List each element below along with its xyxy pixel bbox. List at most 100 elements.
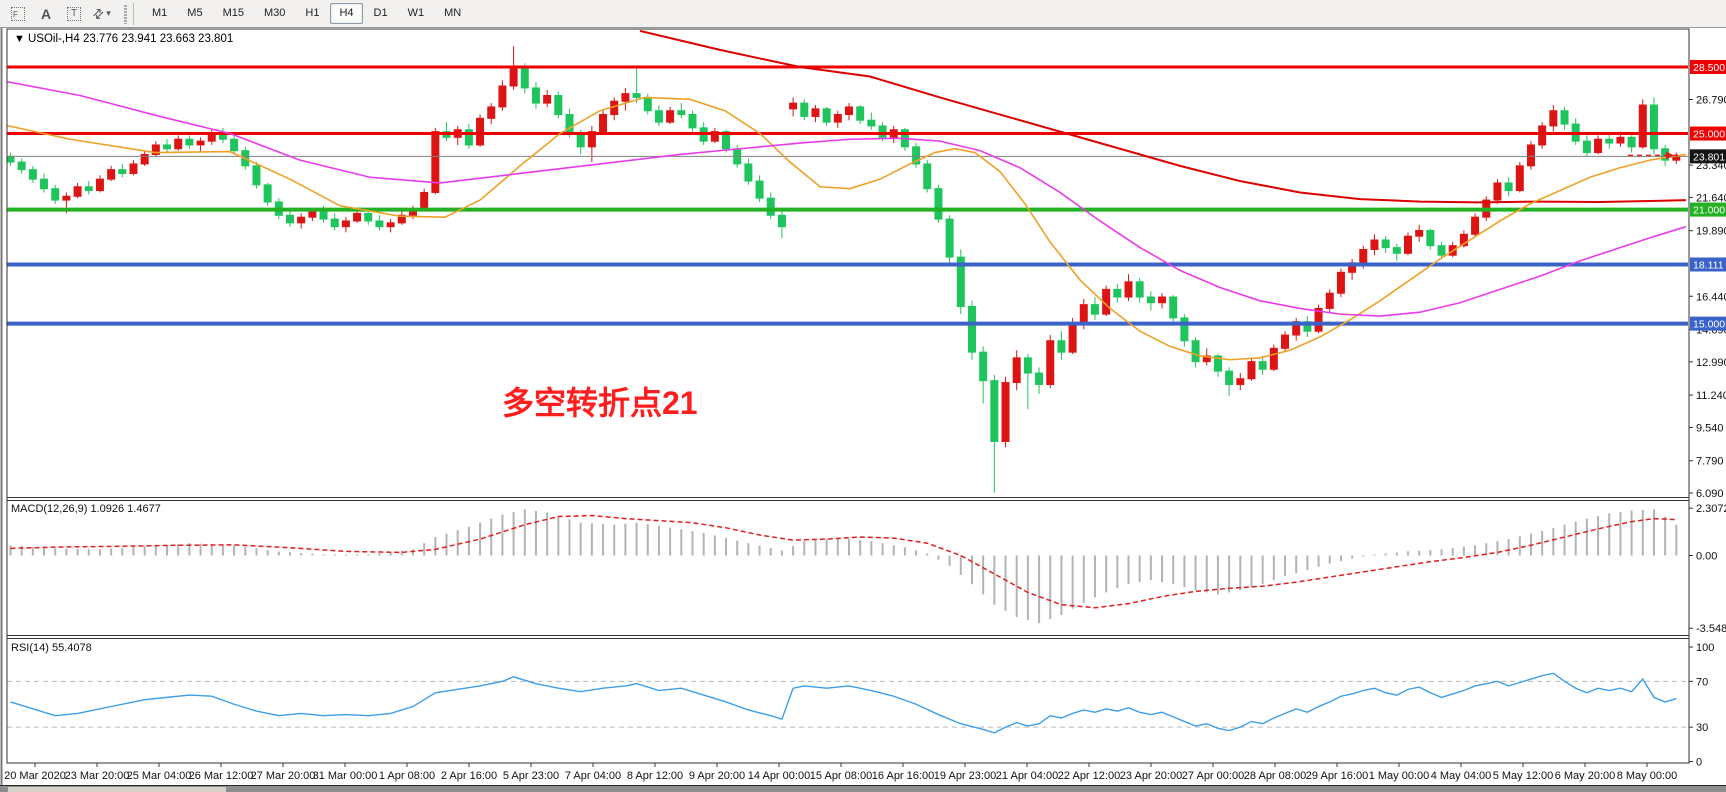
price-level-badge [1690, 202, 1726, 217]
candle [1370, 239, 1379, 250]
symbol-dropdown-icon[interactable]: ▼ [14, 33, 25, 45]
date-axis-label: 8 May 00:00 [1617, 770, 1678, 782]
candle [129, 163, 138, 174]
price-axis-label: 26.790 [1696, 95, 1726, 107]
scrollbar-thumb[interactable] [8, 787, 226, 792]
timeframe-button-m15[interactable]: M15 [222, 7, 244, 19]
price-level-badge-label: 25.000 [1693, 129, 1725, 141]
macd-axis-label: -3.5484 [1696, 623, 1726, 635]
candle [833, 114, 842, 123]
candle [643, 96, 652, 112]
timeframe-button-h1[interactable]: H1 [305, 7, 320, 19]
candle [319, 210, 328, 220]
candle [1616, 136, 1625, 144]
price-axis-label: 9.540 [1696, 422, 1724, 434]
price-level-badge-label: 18.111 [1693, 259, 1724, 271]
date-axis-label: 2 Apr 16:00 [441, 770, 497, 782]
macd-axis-label: 0.00 [1696, 551, 1717, 563]
date-axis-label: 9 Apr 20:00 [689, 770, 745, 782]
rsi-indicator-label: RSI(14) 55.4078 [11, 642, 92, 654]
candle [1314, 307, 1323, 332]
candle [531, 87, 540, 104]
text-annotation-icon[interactable]: A [40, 5, 52, 22]
candle [1526, 144, 1535, 167]
candle [1336, 271, 1345, 294]
date-axis-label: 14 Apr 00:00 [748, 770, 810, 782]
candle [979, 351, 988, 382]
candle [263, 184, 272, 203]
timeframe-button-w1[interactable]: W1 [407, 7, 425, 19]
date-axis-label: 16 Apr 16:00 [872, 770, 934, 782]
macd-axis-label: 2.3072 [1696, 503, 1726, 515]
timeframe-button-mn[interactable]: MN [444, 7, 462, 19]
candle [330, 218, 339, 228]
chart-annotation-text[interactable]: 多空转折点21 [502, 385, 698, 421]
timeframe-button-m5[interactable]: M5 [187, 7, 203, 19]
candle [856, 106, 865, 121]
price-level-badge-label: 23.801 [1693, 151, 1725, 163]
candle [1046, 340, 1055, 385]
text-label-icon[interactable]: T [61, 3, 87, 25]
price-axis-label: 11.240 [1696, 390, 1726, 402]
date-axis-label: 8 Apr 12:00 [627, 770, 683, 782]
candle [163, 144, 172, 150]
candle [632, 93, 641, 98]
candle [1113, 288, 1122, 298]
date-axis-label: 15 Apr 08:00 [810, 770, 872, 782]
candle [688, 114, 697, 129]
rsi-axis-label: 70 [1696, 676, 1708, 688]
timeframe-button-d1[interactable]: D1 [373, 7, 388, 19]
ma-red-line [639, 30, 1687, 204]
price-level-badge-label: 15.000 [1693, 319, 1725, 331]
candle [520, 68, 529, 89]
candle [744, 163, 753, 182]
candle [576, 133, 585, 148]
candle [1594, 138, 1603, 154]
candle [543, 95, 552, 104]
candle [286, 214, 294, 224]
horizontal-scrollbar[interactable] [0, 785, 1726, 792]
candle [1023, 357, 1032, 374]
dropdown-caret-icon[interactable]: ▾ [106, 8, 111, 18]
candle [1437, 245, 1446, 256]
candle [800, 102, 809, 117]
ma-orange-line [7, 96, 1687, 361]
candle [73, 186, 82, 197]
candle [397, 214, 406, 224]
candle [766, 197, 775, 216]
candle [509, 68, 518, 87]
candle [40, 178, 49, 190]
candle [341, 220, 350, 228]
timeframe-button-m1[interactable]: M1 [152, 7, 168, 19]
date-axis-label: 22 Apr 12:00 [1058, 770, 1120, 782]
candle [1124, 281, 1133, 298]
candle [1247, 361, 1256, 380]
candle [375, 220, 384, 228]
chart-plot-area[interactable] [7, 29, 1689, 763]
candle [1180, 317, 1189, 342]
symbol-ohlc-title[interactable]: USOil-,H4 23.776 23.941 23.663 23.801 [28, 33, 233, 45]
candle [1459, 233, 1468, 247]
last-price-arrow-icon [1666, 151, 1674, 160]
candle [1515, 165, 1524, 192]
date-axis-label: 21 Apr 04:00 [996, 770, 1058, 782]
ma-magenta-line [7, 80, 1687, 317]
candle [1269, 347, 1278, 370]
candle [565, 114, 574, 135]
price-axis-label: 21.640 [1696, 192, 1726, 204]
timeframe-button-m30[interactable]: M30 [263, 7, 286, 19]
price-level-badge [1690, 316, 1726, 331]
candle [1471, 216, 1480, 235]
draw-arrows-icon[interactable]: ⇄ ▾ [89, 3, 111, 23]
timeframe-button-h4[interactable]: H4 [330, 3, 363, 24]
date-axis-label: 1 May 00:00 [1369, 770, 1430, 782]
date-axis-label: 5 Apr 23:00 [503, 770, 559, 782]
date-axis-label: 28 Apr 08:00 [1244, 770, 1306, 782]
candle [1090, 304, 1099, 315]
drawing-tools-group: F A T ⇄ ▾ [0, 0, 120, 27]
price-axis-label: 16.440 [1696, 291, 1726, 303]
price-level-badge-label: 28.500 [1693, 62, 1725, 74]
chart-shift-icon[interactable]: F [5, 3, 31, 25]
toolbar-drag-handle[interactable] [124, 3, 127, 24]
price-axis-label: 7.790 [1696, 456, 1724, 468]
